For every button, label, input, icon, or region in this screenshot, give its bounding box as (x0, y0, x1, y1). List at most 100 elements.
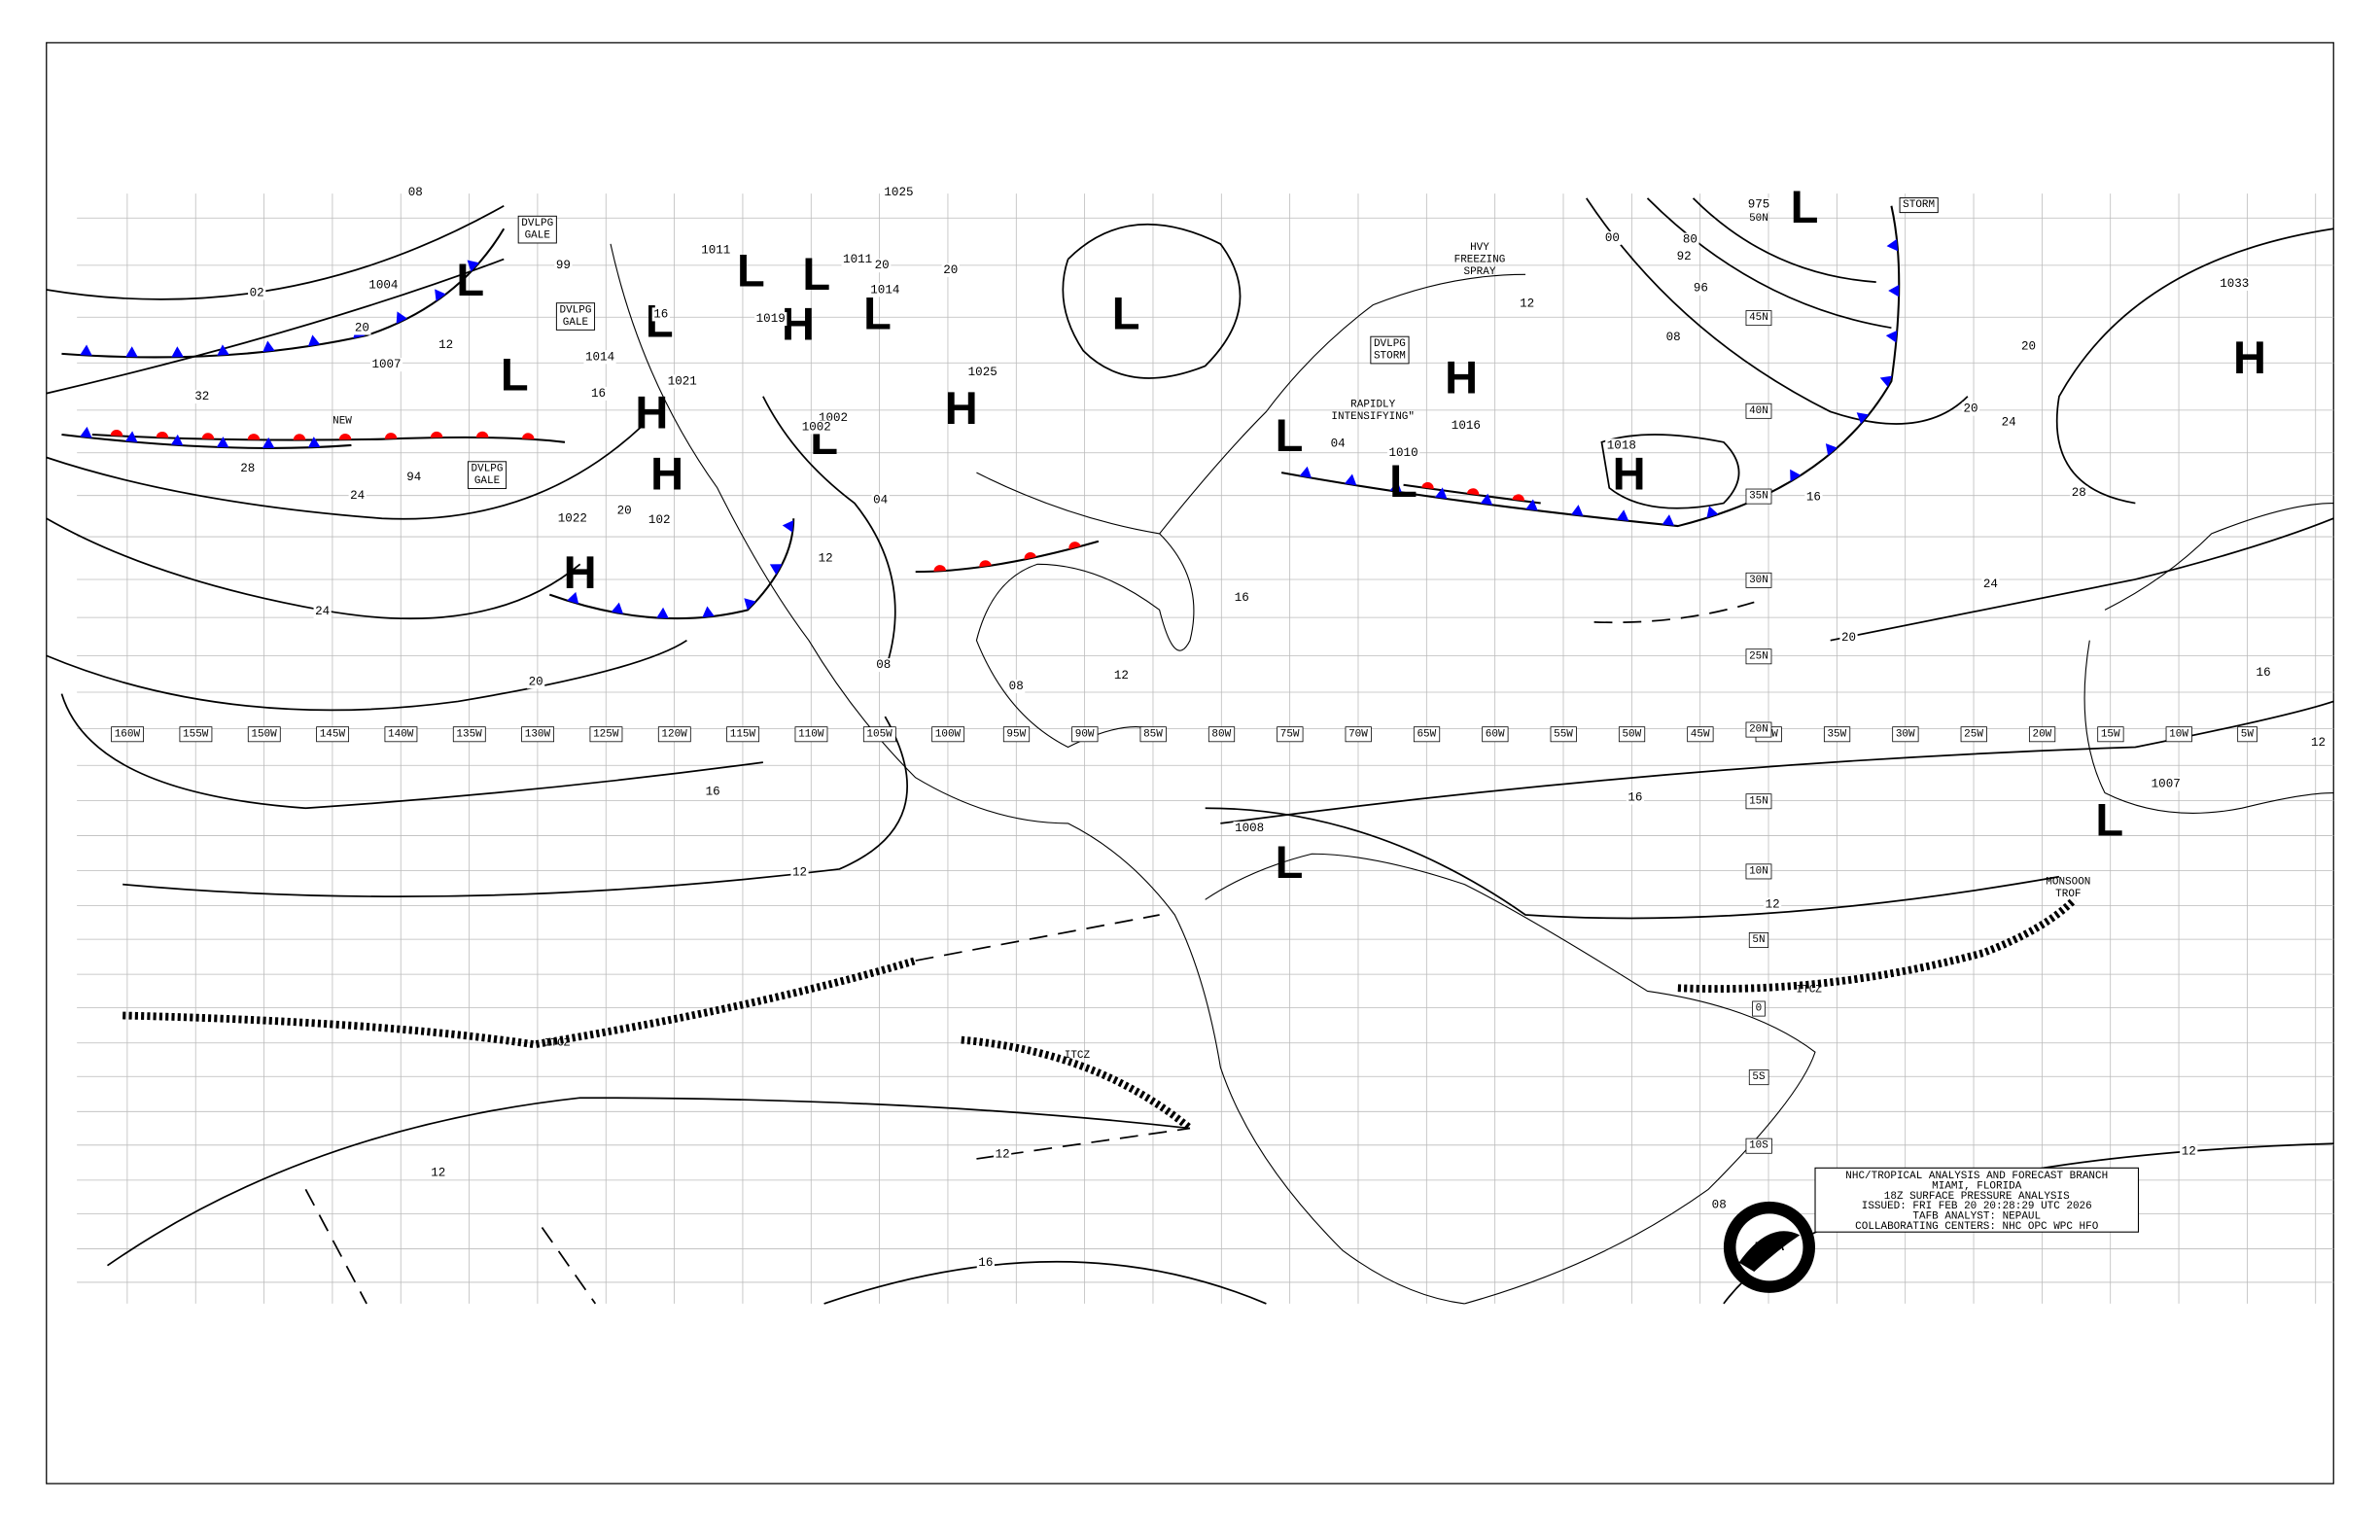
latitude-label: 5N (1752, 934, 1765, 946)
annotation-line: ITCZ (1065, 1050, 1091, 1062)
isobar-label: 02 (250, 286, 264, 299)
annotation-line: TROF (2055, 889, 2081, 900)
isobar-label: 1016 (1452, 419, 1481, 433)
front-triangle (170, 434, 184, 446)
isobar-label: 16 (1806, 491, 1821, 505)
latitude-label: 35N (1749, 491, 1768, 503)
latitude-label-box (1748, 1069, 1769, 1086)
isobar-label-bg (369, 358, 403, 372)
isobar-label: 08 (408, 186, 423, 199)
longitude-label-box (1960, 726, 1987, 743)
latitude-label-box (1745, 793, 1772, 810)
isobar-label: 16 (1235, 591, 1249, 605)
longitude-label: 125W (593, 728, 619, 740)
isobar-label-bg (1518, 297, 1536, 311)
isobar-label-bg (871, 493, 890, 508)
isobar-label-bg (313, 605, 332, 619)
front-triangle (1525, 499, 1538, 511)
front-semicircle (247, 434, 261, 440)
front-triangle (1886, 238, 1899, 252)
front-triangle (307, 334, 321, 347)
annotation-line: FREEZING (1454, 255, 1506, 266)
isobar-label-bg (1329, 437, 1348, 451)
isobar-label: 20 (529, 675, 543, 688)
isobar-label: 16 (978, 1256, 993, 1270)
isobar-label-bg (841, 252, 874, 266)
annotation-line: STORM (1903, 199, 1935, 211)
isobar-label-bg (666, 374, 699, 389)
longitude-label-box (1208, 726, 1236, 743)
isobar-label: 16 (2257, 666, 2271, 680)
pressure-center: H (635, 387, 668, 438)
front-triangle (124, 431, 138, 442)
front-triangle (1389, 480, 1402, 493)
isobar-label-bg (556, 511, 589, 526)
annotation-box (1370, 335, 1410, 365)
annotation-line: STORM (1374, 350, 1406, 362)
isobar-label-bg (647, 513, 673, 528)
isobar-label: 1011 (843, 253, 872, 266)
isobar-label-bg (406, 185, 425, 199)
front-triangle (1879, 375, 1893, 388)
longitude-label: 35W (1827, 728, 1846, 740)
front-triangle (1790, 469, 1802, 482)
front-triangle (307, 437, 321, 448)
longitude-label: 45W (1691, 728, 1710, 740)
front-triangle (1662, 514, 1675, 526)
longitude-label: 130W (525, 728, 551, 740)
isobar-label-bg (2309, 736, 2328, 751)
annotation: ITCZ (1065, 1050, 1091, 1062)
isobar-label: 1011 (701, 244, 730, 258)
longitude-label-box (316, 726, 350, 743)
longitude-label: 55W (1554, 728, 1573, 740)
longitude-label: 100W (935, 728, 962, 740)
isobar-label-bg (1681, 232, 1699, 247)
annotation-line: GALE (474, 475, 501, 487)
title-block: NHC/TROPICAL ANALYSIS AND FORECAST BRANC… (1723, 1167, 2140, 1293)
isobar-label-bg (1804, 490, 1823, 505)
longitude-label: 65W (1417, 728, 1436, 740)
isobar-label: 08 (1009, 680, 1024, 693)
longitude-label: 85W (1143, 728, 1163, 740)
longitude-label-box (1345, 726, 1372, 743)
frame (46, 42, 2334, 1485)
isobar-label-bg (1961, 402, 1980, 416)
pressure-center: L (456, 254, 484, 305)
longitude-label-box (1071, 726, 1099, 743)
isobar-label: 1002 (802, 420, 831, 434)
latitude-label-box (1745, 648, 1772, 665)
longitude-label-box (179, 726, 213, 743)
title-line: 18Z SURFACE PRESSURE ANALYSIS (1884, 1191, 2070, 1203)
isobar-label: 04 (873, 494, 888, 508)
front-semicircle (475, 431, 489, 438)
front-triangle (769, 564, 783, 576)
longitude-label: 95W (1006, 728, 1026, 740)
front-triangle (80, 426, 92, 438)
isobar-label: 12 (1766, 897, 1780, 911)
front-triangle (467, 260, 479, 272)
isobar-label-bg (1981, 577, 2000, 591)
latitude-label: 40N (1749, 405, 1768, 417)
longitude-label-box (1687, 726, 1714, 743)
front-semicircle (933, 565, 947, 572)
isobar-label: 1008 (1235, 822, 1264, 835)
annotation-line: HVY (1470, 242, 1489, 254)
longitude-label: 160W (115, 728, 141, 740)
isobar-label-bg (2150, 777, 2183, 791)
isobar-label: 20 (355, 322, 369, 335)
isobar-label: 99 (556, 259, 571, 272)
longitude-label-box (1618, 726, 1646, 743)
isobar-label: 12 (2182, 1144, 2196, 1158)
annotation-box (555, 302, 596, 331)
front-semicircle (430, 431, 443, 438)
longitude-label: 15W (2101, 728, 2120, 740)
title-line: ISSUED: FRI FEB 20 20:28:29 UTC 2026 (1862, 1201, 2092, 1212)
front-triangle (744, 598, 756, 611)
isobar-label-bg (754, 312, 788, 327)
latitude-label: 0 (1756, 1003, 1763, 1015)
latitude-label-box (1752, 1000, 1766, 1017)
longitude-label-box (2237, 726, 2258, 743)
isobar-label: 96 (1694, 282, 1708, 296)
